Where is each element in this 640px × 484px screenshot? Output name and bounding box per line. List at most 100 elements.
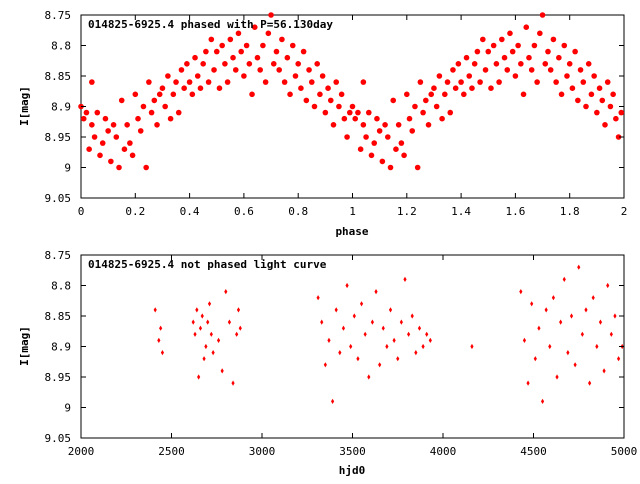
top-data-point (336, 103, 342, 110)
bottom-data-point (396, 356, 400, 362)
bottom-data-point (352, 313, 356, 319)
top-data-point-repeat (417, 79, 424, 85)
bottom-data-point (616, 356, 621, 362)
bottom-data-point (569, 313, 574, 319)
top-x-tick-label: 0.4 (180, 205, 200, 218)
top-data-point (227, 36, 234, 43)
bottom-data-point (609, 331, 613, 337)
top-data-point (124, 122, 130, 128)
top-data-point (319, 73, 326, 79)
top-data-point (289, 42, 296, 49)
bottom-data-point (345, 282, 349, 289)
bottom-data-point (385, 343, 389, 350)
top-data-point-repeat (387, 164, 394, 171)
bottom-data-point (202, 356, 206, 362)
bottom-data-point (349, 343, 353, 350)
top-data-point (300, 48, 307, 55)
top-data-point-repeat (352, 115, 359, 122)
top-data-point (194, 73, 201, 79)
top-data-point (338, 91, 345, 98)
top-data-point-repeat (409, 128, 416, 134)
bottom-data-point (595, 343, 599, 350)
top-data-point-repeat (349, 103, 356, 110)
bottom-data-point (584, 307, 588, 313)
bottom-data-point (388, 307, 393, 313)
top-data-point-repeat (490, 42, 497, 49)
bottom-data-point (330, 398, 335, 404)
top-data-point (148, 109, 155, 116)
bottom-y-axis-label: I[mag] (18, 326, 31, 366)
bottom-data-point (157, 337, 161, 343)
top-data-point (262, 79, 269, 85)
top-data-point (249, 91, 255, 98)
top-data-point-repeat (594, 109, 600, 116)
top-data-point (265, 30, 272, 37)
top-data-point (344, 134, 350, 140)
top-data-point-repeat (379, 158, 386, 165)
top-data-point-repeat (488, 85, 494, 91)
top-data-point-repeat (450, 67, 456, 73)
top-data-point-repeat (613, 115, 619, 122)
top-data-point (222, 61, 228, 67)
top-x-tick-label: 1.2 (397, 205, 417, 218)
top-data-point (89, 122, 95, 128)
top-data-point-repeat (528, 67, 535, 73)
top-data-point (219, 42, 225, 49)
top-y-tick-label: 8.8 (51, 40, 71, 53)
top-data-point (281, 79, 288, 85)
top-data-point-repeat (414, 164, 421, 171)
top-data-point (197, 85, 204, 91)
top-data-point-repeat (577, 67, 584, 73)
top-data-point-repeat (591, 73, 597, 79)
top-data-point-repeat (569, 85, 576, 91)
bottom-data-point (204, 343, 208, 350)
bottom-data-point (367, 374, 371, 380)
top-data-point-repeat (583, 103, 589, 110)
top-data-point (200, 61, 206, 67)
bottom-y-tick-label: 8.8 (51, 280, 71, 293)
bottom-data-point (577, 264, 581, 270)
bottom-data-point (533, 356, 537, 362)
bottom-x-tick-label: 2000 (68, 445, 95, 458)
top-data-point (260, 42, 266, 49)
top-data-point (121, 146, 128, 152)
top-data-point-repeat (461, 91, 467, 98)
top-data-point (192, 54, 198, 61)
bottom-data-point (428, 337, 432, 343)
top-data-point-repeat (596, 85, 603, 91)
top-data-point (232, 67, 239, 73)
top-x-tick-label: 0 (78, 205, 85, 218)
top-data-point (118, 97, 125, 104)
bottom-data-point (200, 313, 204, 319)
top-data-point (86, 146, 92, 152)
bottom-data-point (363, 331, 367, 337)
top-data-point (159, 85, 166, 91)
bottom-data-point (522, 337, 527, 343)
top-data-point (140, 103, 147, 110)
bottom-data-point (193, 331, 197, 337)
top-data-point-repeat (477, 79, 483, 85)
top-x-tick-label: 0.2 (125, 205, 145, 218)
bottom-data-point (356, 356, 360, 362)
bottom-y-tick-label: 9.05 (45, 432, 72, 445)
top-data-point-repeat (607, 103, 614, 110)
bottom-data-point (392, 337, 396, 343)
top-data-point (325, 85, 331, 91)
bottom-data-point (320, 319, 324, 325)
top-data-point (246, 61, 253, 67)
bottom-data-point (403, 276, 407, 282)
bottom-data-point (316, 295, 320, 301)
bottom-y-tick-label: 8.95 (45, 371, 72, 384)
bottom-data-point (551, 295, 556, 301)
top-data-point-repeat (575, 97, 581, 104)
top-data-point (270, 61, 277, 67)
top-y-axis-label: I[mag] (18, 86, 31, 126)
bottom-data-point (548, 343, 552, 350)
top-data-point-repeat (442, 91, 448, 98)
bottom-data-point (559, 319, 563, 325)
top-data-point (173, 79, 179, 85)
top-data-point-repeat (561, 42, 568, 49)
bottom-data-point (591, 295, 595, 301)
top-y-tick-label: 8.95 (45, 131, 72, 144)
top-data-point (80, 115, 87, 122)
